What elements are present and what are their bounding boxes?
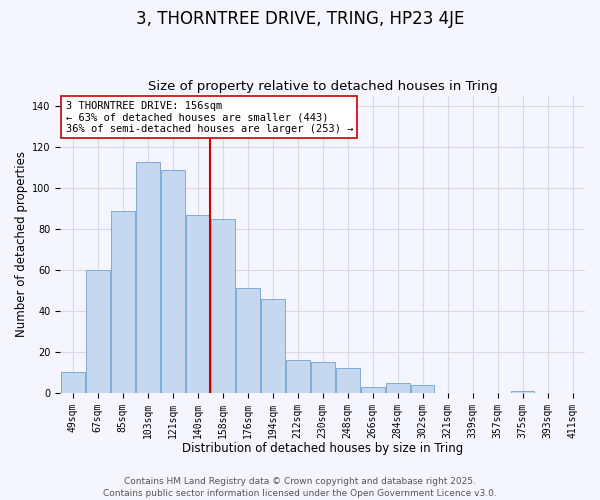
Bar (411, 384, 434, 393)
Bar (511, 391, 535, 393)
Bar (61, 372, 85, 393)
Bar (111, 210, 135, 393)
Bar (186, 215, 209, 393)
Bar (161, 170, 185, 393)
Bar (386, 382, 410, 393)
Text: 3 THORNTREE DRIVE: 156sqm
← 63% of detached houses are smaller (443)
36% of semi: 3 THORNTREE DRIVE: 156sqm ← 63% of detac… (65, 100, 353, 134)
Bar (236, 288, 260, 393)
Bar (86, 270, 110, 393)
Text: Contains HM Land Registry data © Crown copyright and database right 2025.
Contai: Contains HM Land Registry data © Crown c… (103, 476, 497, 498)
Bar (311, 362, 335, 393)
Text: 3, THORNTREE DRIVE, TRING, HP23 4JE: 3, THORNTREE DRIVE, TRING, HP23 4JE (136, 10, 464, 28)
Y-axis label: Number of detached properties: Number of detached properties (15, 152, 28, 338)
Bar (136, 162, 160, 393)
Bar (286, 360, 310, 393)
Bar (336, 368, 359, 393)
X-axis label: Distribution of detached houses by size in Tring: Distribution of detached houses by size … (182, 442, 463, 455)
Bar (361, 386, 385, 393)
Title: Size of property relative to detached houses in Tring: Size of property relative to detached ho… (148, 80, 497, 94)
Bar (211, 219, 235, 393)
Bar (261, 298, 284, 393)
